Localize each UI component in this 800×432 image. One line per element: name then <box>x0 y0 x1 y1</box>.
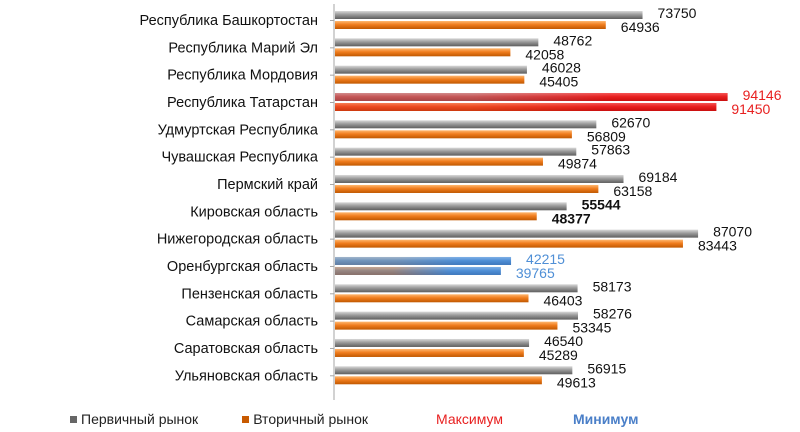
bar-primary <box>335 120 597 129</box>
bar-secondary <box>335 212 537 221</box>
data-label-secondary: 45289 <box>539 347 578 363</box>
data-label-secondary: 64936 <box>621 19 660 35</box>
category-label: Республика Марий Эл <box>168 40 318 56</box>
legend-label-primary: Первичный рынок <box>81 411 199 427</box>
category-label: Республика Татарстан <box>167 95 318 111</box>
data-label-secondary: 49874 <box>558 156 597 172</box>
bar-secondary <box>335 184 599 193</box>
category-label: Республика Башкортостан <box>140 13 318 29</box>
category-label: Пермский край <box>217 177 318 193</box>
category-label: Чувашская Республика <box>161 150 318 166</box>
bar-secondary <box>335 376 542 385</box>
category-label: Ульяновская область <box>175 368 318 384</box>
category-label: Нижегородская область <box>157 232 318 248</box>
bar-primary <box>335 284 578 293</box>
bar-secondary <box>335 157 543 166</box>
bar-secondary <box>335 130 572 139</box>
bar-highlight-overlay <box>335 102 717 111</box>
legend-label-secondary: Вторичный рынок <box>253 411 368 427</box>
category-label: Самарская область <box>186 314 318 330</box>
legend-swatch-secondary <box>242 415 250 423</box>
legend-label-max: Максимум <box>436 411 503 427</box>
bar-secondary <box>335 48 511 57</box>
bar-secondary <box>335 21 606 29</box>
legend-item-primary: Первичный рынок <box>70 411 198 427</box>
data-label-primary: 69184 <box>638 169 677 185</box>
data-label-primary: 58173 <box>593 278 632 294</box>
category-label: Саратовская область <box>174 341 318 357</box>
bar-primary <box>335 147 577 156</box>
data-label-primary: 46540 <box>544 333 583 349</box>
bar-primary <box>335 311 579 320</box>
data-label-primary: 58276 <box>593 306 632 322</box>
data-label-primary: 48762 <box>553 32 592 48</box>
bar-primary <box>335 366 573 375</box>
bar-secondary <box>335 321 558 330</box>
data-label-secondary: 46403 <box>544 292 583 308</box>
category-label: Пензенская область <box>181 286 318 302</box>
legend-swatch-primary <box>70 415 77 423</box>
bar-primary <box>335 65 527 74</box>
data-label-secondary: 63158 <box>613 183 652 199</box>
bar-highlight-overlay <box>335 92 728 101</box>
bar-primary <box>335 174 624 183</box>
bar-primary <box>335 229 699 238</box>
data-label-primary: 56915 <box>587 360 626 376</box>
bar-secondary <box>335 239 683 248</box>
bar-primary <box>335 202 567 211</box>
data-label-primary: 57863 <box>591 142 630 158</box>
bar-secondary <box>335 348 524 357</box>
bar-primary <box>335 11 643 19</box>
chart-legend: Первичный рынок Вторичный рынок Максимум… <box>70 408 638 430</box>
data-label-primary: 55544 <box>582 196 621 212</box>
data-label-secondary: 48377 <box>552 210 591 226</box>
category-label: Удмуртская Республика <box>158 122 319 138</box>
data-label-primary: 73750 <box>658 5 697 21</box>
data-label-primary: 42215 <box>526 251 565 267</box>
bar-primary <box>335 338 530 347</box>
data-label-secondary: 49613 <box>557 374 596 390</box>
data-label-secondary: 56809 <box>587 128 626 144</box>
bar-highlight-overlay <box>335 256 512 265</box>
category-label: Оренбургская область <box>167 259 318 275</box>
data-label-secondary: 53345 <box>572 320 611 336</box>
data-label-primary: 87070 <box>713 224 752 240</box>
legend-item-secondary: Вторичный рынок <box>242 411 368 427</box>
data-label-secondary: 42058 <box>525 46 564 62</box>
data-label-secondary: 45405 <box>539 74 578 90</box>
data-label-primary: 94146 <box>743 87 782 103</box>
bar-secondary <box>335 294 529 303</box>
legend-label-min: Минимум <box>572 411 639 427</box>
category-label: Кировская область <box>190 204 318 220</box>
data-label-secondary: 39765 <box>516 265 555 281</box>
bar-primary <box>335 38 539 47</box>
data-label-secondary: 83443 <box>698 238 737 254</box>
data-label-primary: 46028 <box>542 60 581 76</box>
data-label-primary: 62670 <box>611 114 650 130</box>
bar-highlight-overlay <box>335 266 501 275</box>
category-label: Республика Мордовия <box>167 68 318 84</box>
bar-secondary <box>335 75 525 84</box>
data-label-secondary: 91450 <box>731 101 770 117</box>
